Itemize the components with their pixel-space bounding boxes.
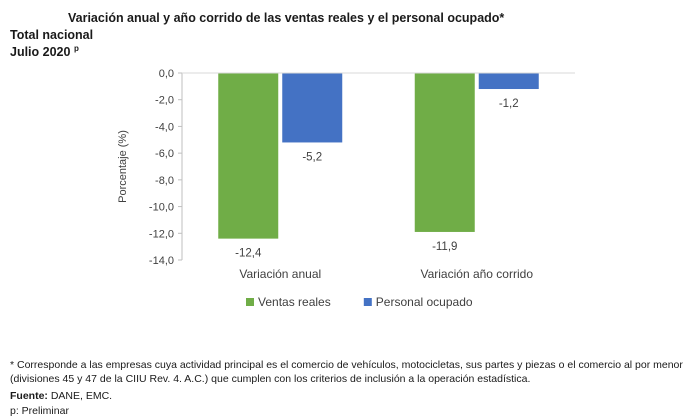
x-category-label: Variación año corrido	[420, 267, 533, 281]
source-label: Fuente:	[10, 390, 48, 402]
data-label: -5,2	[302, 151, 322, 163]
preliminary-note: p: Preliminar	[10, 405, 69, 417]
y-axis-label: Porcentaje (%)	[117, 130, 129, 203]
period-text: Julio 2020	[10, 45, 71, 60]
legend-label: Ventas reales	[258, 295, 331, 309]
legend-swatch	[246, 298, 254, 306]
x-category-label: Variación anual	[239, 267, 321, 281]
y-tick-label: -12,0	[149, 228, 174, 240]
chart-subtitle-period: Julio 2020 p	[10, 44, 79, 59]
data-label: -12,4	[235, 248, 262, 260]
bar-ventas-reales	[414, 73, 475, 232]
footnote: * Corresponde a las empresas cuya activi…	[10, 359, 683, 385]
y-tick-label: -4,0	[155, 121, 174, 133]
y-tick-label: -10,0	[149, 202, 174, 214]
source-text: DANE, EMC.	[47, 390, 113, 402]
data-label: -11,9	[432, 241, 457, 253]
bar-ventas-reales	[218, 73, 279, 239]
chart-title: Variación anual y año corrido de las ven…	[68, 11, 505, 25]
bar-personal-ocupado	[478, 73, 539, 90]
source-line: Fuente: DANE, EMC.	[10, 389, 112, 403]
chart-subtitle-region: Total nacional	[10, 28, 94, 42]
legend-label: Personal ocupado	[376, 295, 473, 309]
preliminary-mark: p	[73, 44, 79, 53]
legend-swatch	[363, 298, 372, 306]
y-tick-label: -8,0	[155, 175, 174, 187]
bar-chart: 0,0 -2,0 -4,0 -6,0 -8,0 -10,0 -12,0 -14,0 Porcen…	[117, 68, 575, 309]
y-tick-label: -6,0	[155, 148, 174, 160]
y-tick-label: 0,0	[159, 68, 174, 80]
data-label: -1,2	[499, 98, 519, 110]
y-tick-label: -2,0	[155, 95, 174, 107]
bar-personal-ocupado	[282, 73, 343, 143]
y-tick-label: -14,0	[149, 255, 174, 267]
